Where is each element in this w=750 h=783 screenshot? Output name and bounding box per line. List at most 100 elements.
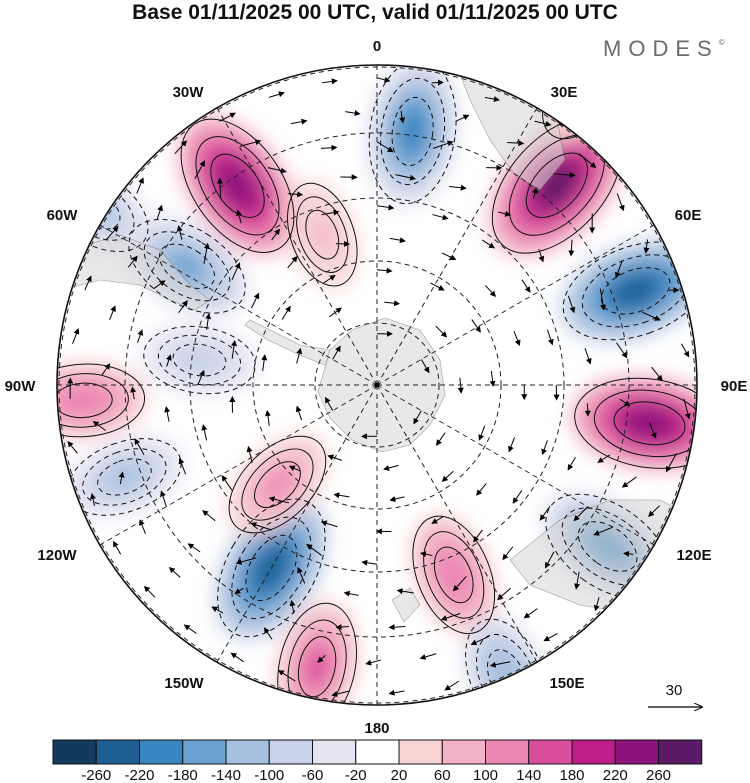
wind-vector [289,599,296,614]
meridian-label-90w: 90W [5,378,37,395]
meridian-label-60w: 60W [47,207,79,224]
wind-vector [261,354,268,372]
contour-line [562,241,697,341]
wind-vector [543,633,558,642]
wind-vector [651,366,663,382]
contour-line [412,515,495,635]
wind-vector [127,255,138,268]
wind-vector [539,505,551,521]
polar-map-disc [57,65,749,705]
wind-vector [642,311,661,321]
wind-vector [335,624,349,631]
wind-vector [211,606,224,614]
contour-line [561,507,654,586]
wind-vector [101,363,111,376]
meridian-label-120e: 120E [676,547,711,564]
wind-vector [92,421,106,431]
wind-vector [297,566,306,584]
wind-vector [251,292,260,309]
wind-vector [281,305,291,320]
wind-vector [521,279,531,293]
colorbar-swatch [658,739,703,765]
wind-vector [473,529,483,543]
wind-vector [568,239,575,257]
wind-vector [489,661,511,668]
wind-vector [593,526,613,536]
colorbar-swatch [398,739,443,765]
contour-line [693,559,749,607]
brand-logo: MODES© [603,36,725,62]
contour-line [172,343,227,377]
wind-vector [584,403,591,417]
anomaly-shade [310,217,334,252]
wind-vector [538,249,545,263]
wind-vector [435,325,448,338]
wind-vector [388,689,405,696]
colorbar-swatch [95,739,140,765]
wind-vector [365,659,381,666]
wind-vector [174,140,188,154]
wind-vector [376,141,394,153]
colorbar-swatch [355,739,400,765]
wind-vector [221,475,233,491]
wind-vector [231,339,237,359]
wind-vector [136,177,144,194]
wind-vector [441,252,457,260]
contour-line [593,389,697,458]
contour-line [433,546,474,604]
wind-vector [376,204,395,211]
wind-vector [332,345,341,360]
wind-vector [296,347,303,364]
wind-vector [361,559,378,566]
wind-vector [271,228,280,241]
colorbar-swatch [614,739,659,765]
wind-vector [164,406,171,422]
anomaly-shade [180,348,219,372]
wind-vector [384,300,401,307]
colorbar [52,739,703,765]
wind-vector [90,493,96,506]
wind-vector [321,209,340,216]
wind-vector [432,140,454,149]
wind-vector [553,172,576,179]
colorbar-tick-label: 60 [434,767,451,783]
wind-vector [168,566,181,578]
wind-vector [219,112,236,122]
anomaly-shade [397,107,428,156]
wind-vector [156,204,163,220]
wind-vector [295,405,303,421]
colorbar-swatch [528,739,573,765]
wind-vector [106,225,119,240]
wind-vector [597,454,611,463]
anomaly-shade [611,274,660,308]
wind-vector [231,262,241,280]
contour-line [158,243,216,289]
colorbar-tick-label: 100 [473,767,498,783]
wind-vector [502,546,514,561]
contour-line [57,382,113,419]
latitude-circle-60s [189,197,565,573]
wind-vector [388,624,406,631]
wind-vector [573,506,588,522]
wind-vector [441,470,454,482]
wind-vector [455,114,470,122]
colorbar-swatch [182,739,227,765]
contour-line [577,521,638,572]
wind-vector [176,225,183,240]
meridian-label-30e: 30E [551,84,578,101]
meridian-label-30w: 30W [173,84,205,101]
colorbar-tick-label: -100 [254,767,284,783]
map-boundary [56,64,698,706]
anomaly-shade [701,566,741,600]
wind-vector [84,275,92,291]
contour-line [128,218,246,314]
wind-vector [268,91,285,98]
contour-line [195,136,280,236]
reference-vector: 30 [648,682,702,707]
colorbar-tick-label: 260 [646,767,671,783]
wind-vector [323,274,336,284]
wind-vector [396,588,414,595]
colorbar-tick-label: 220 [603,767,628,783]
contour-line [423,531,485,619]
